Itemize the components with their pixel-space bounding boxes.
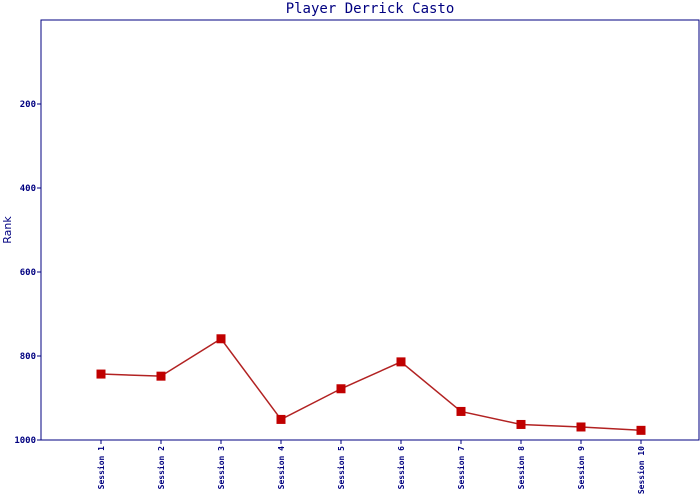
y-tick-label: 1000 [14, 436, 36, 446]
data-point [516, 419, 526, 429]
y-tick-label: 200 [20, 100, 36, 110]
x-tick-label: Session 8 [516, 446, 526, 490]
x-tick-label: Session 7 [456, 446, 466, 490]
y-tick-label: 400 [20, 184, 36, 194]
x-tick-label: Session 1 [96, 446, 106, 490]
y-tick-label: 800 [20, 352, 36, 362]
series-line [100, 337, 642, 432]
x-tick-label: Session 9 [576, 446, 586, 490]
x-tick-label: Session 5 [336, 446, 346, 490]
data-point [576, 422, 586, 432]
data-point [336, 384, 346, 394]
series-rank [96, 334, 646, 435]
plot-area [40, 19, 700, 441]
x-axis: Session 1 Session 2 Session 3 Session 4 Sess… [96, 440, 646, 494]
data-point [456, 406, 466, 416]
y-axis-label: Rank [1, 216, 14, 244]
x-tick-label: Session 2 [156, 446, 166, 490]
data-point [156, 371, 166, 381]
chart-title: Player Derrick Casto [286, 1, 455, 17]
y-axis: 200 400 600 800 1000 [14, 100, 41, 446]
x-tick-label: Session 3 [216, 446, 226, 490]
data-point [96, 369, 106, 379]
x-tick-label: Session 10 [636, 446, 646, 494]
data-point [276, 414, 286, 424]
data-point [636, 425, 646, 435]
data-point [216, 334, 226, 344]
data-point [396, 357, 406, 367]
y-tick-label: 600 [20, 268, 36, 278]
x-tick-label: Session 4 [276, 446, 286, 490]
x-tick-label: Session 6 [396, 446, 406, 490]
